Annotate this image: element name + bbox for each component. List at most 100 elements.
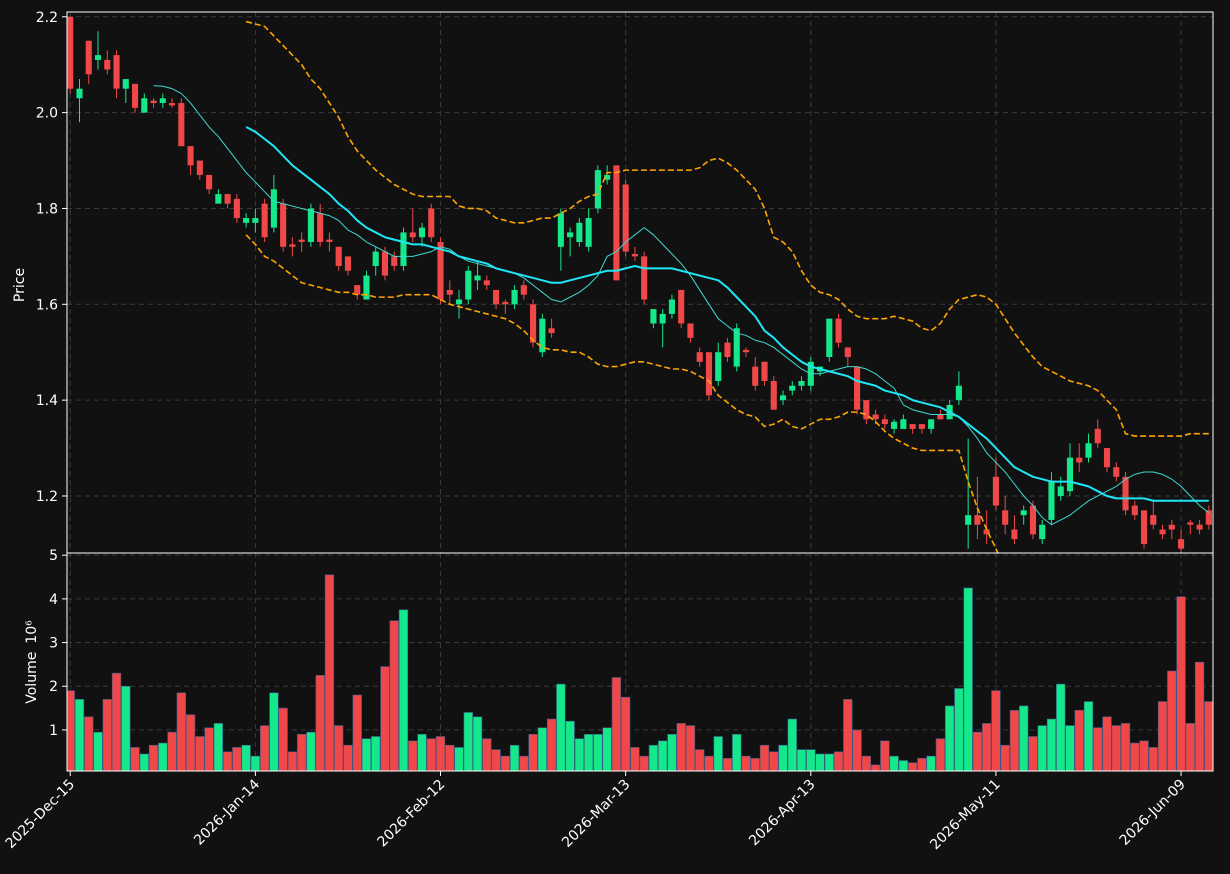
volume-bar (583, 734, 594, 771)
candle-body (826, 318, 833, 358)
volume-bar (297, 734, 307, 771)
volume-bar (519, 755, 529, 771)
candle-body (67, 16, 74, 89)
volume-bar (759, 744, 770, 771)
candle-body (1178, 539, 1185, 549)
candle-body (678, 289, 685, 324)
volume-bar (621, 696, 631, 771)
volume-bar (472, 716, 483, 771)
volume-bar (1111, 725, 1121, 771)
volume-bar (815, 753, 825, 771)
candle-body (1029, 505, 1037, 535)
volume-bar (371, 736, 381, 771)
candle-body (715, 352, 722, 381)
y-tick-label: 4 (49, 592, 58, 608)
volume-bar (778, 744, 788, 771)
y-tick-label: 2.2 (36, 10, 58, 26)
candle-body (539, 318, 546, 353)
volume-bar (630, 747, 640, 771)
candle-body (104, 59, 111, 70)
volume-bar (611, 677, 622, 771)
candle-body (150, 100, 157, 104)
candle-body (1205, 510, 1212, 525)
volume-bar (352, 694, 362, 771)
candle-body (326, 239, 333, 243)
candle-body (965, 515, 972, 525)
volume-bar (343, 744, 353, 771)
candle-body (178, 103, 185, 147)
candle-body (1020, 510, 1027, 516)
volume-bar (500, 755, 510, 771)
candle-body (863, 400, 870, 420)
volume-bar (491, 749, 501, 771)
candle-body (687, 323, 694, 338)
candle-body (465, 270, 472, 300)
candle-body (224, 194, 231, 204)
volume-bar (852, 729, 862, 771)
volume-bar (408, 740, 418, 771)
candles (67, 16, 1212, 553)
candle-body (85, 40, 92, 75)
volume-bar (509, 744, 520, 771)
candle-body (94, 55, 102, 60)
y-tick-label: 1.6 (36, 297, 58, 313)
candle-body (372, 251, 379, 266)
candle-body (974, 515, 981, 525)
volume-label: Volume (24, 652, 40, 704)
y-tick-label: 1 (49, 723, 58, 739)
candle-body (872, 414, 879, 420)
volume-bar (1204, 701, 1213, 771)
candle-body (1002, 510, 1009, 525)
candle-body (391, 256, 398, 266)
volume-bar (1185, 723, 1195, 771)
candle-body (1048, 481, 1055, 520)
volume-bar (935, 738, 946, 771)
volume-bar (269, 692, 279, 771)
volume-bar (435, 736, 446, 771)
candle-body (493, 289, 500, 305)
volume-bar (796, 749, 807, 771)
candle-body (335, 246, 342, 266)
candle-body (548, 328, 555, 334)
y-tick-label: 1.8 (36, 201, 58, 217)
grid (67, 12, 1213, 771)
volume-bar (593, 734, 603, 771)
volume-bar (1120, 723, 1131, 771)
volume-bar (1065, 725, 1075, 771)
candle-body (511, 289, 518, 305)
candle-body (622, 184, 629, 252)
candle-body (400, 232, 407, 266)
candle-body (455, 299, 463, 305)
volume-bar (1093, 727, 1103, 771)
volume-bar (398, 609, 409, 771)
candle-body (631, 253, 638, 257)
candle-body (252, 218, 259, 223)
candle-body (187, 146, 194, 166)
y-tick-label: 1.4 (36, 393, 58, 409)
volume-bar (880, 740, 890, 771)
volume-bar (565, 720, 575, 771)
volume-bar (250, 755, 261, 771)
candle-body (344, 256, 352, 271)
candle-body (705, 352, 713, 396)
volume-bar (121, 685, 131, 771)
candle-body (928, 419, 935, 429)
candle-body (233, 198, 240, 219)
candle-body (770, 380, 777, 410)
y-tick-label: 1.2 (36, 489, 58, 505)
candle-body (113, 55, 120, 89)
candle-body (1150, 515, 1157, 525)
volume-bar (454, 747, 464, 771)
volume-bar (704, 755, 714, 771)
candle-body (604, 174, 611, 180)
candle-body (613, 165, 620, 281)
candle-body (1168, 524, 1175, 530)
candle-body (992, 476, 999, 506)
candle-body (742, 349, 750, 353)
moving-average-line (245, 126, 1209, 502)
volume-bar (1000, 744, 1010, 771)
volume-bar (843, 699, 853, 771)
volume-bars (67, 574, 1213, 771)
candle-body (418, 227, 426, 238)
